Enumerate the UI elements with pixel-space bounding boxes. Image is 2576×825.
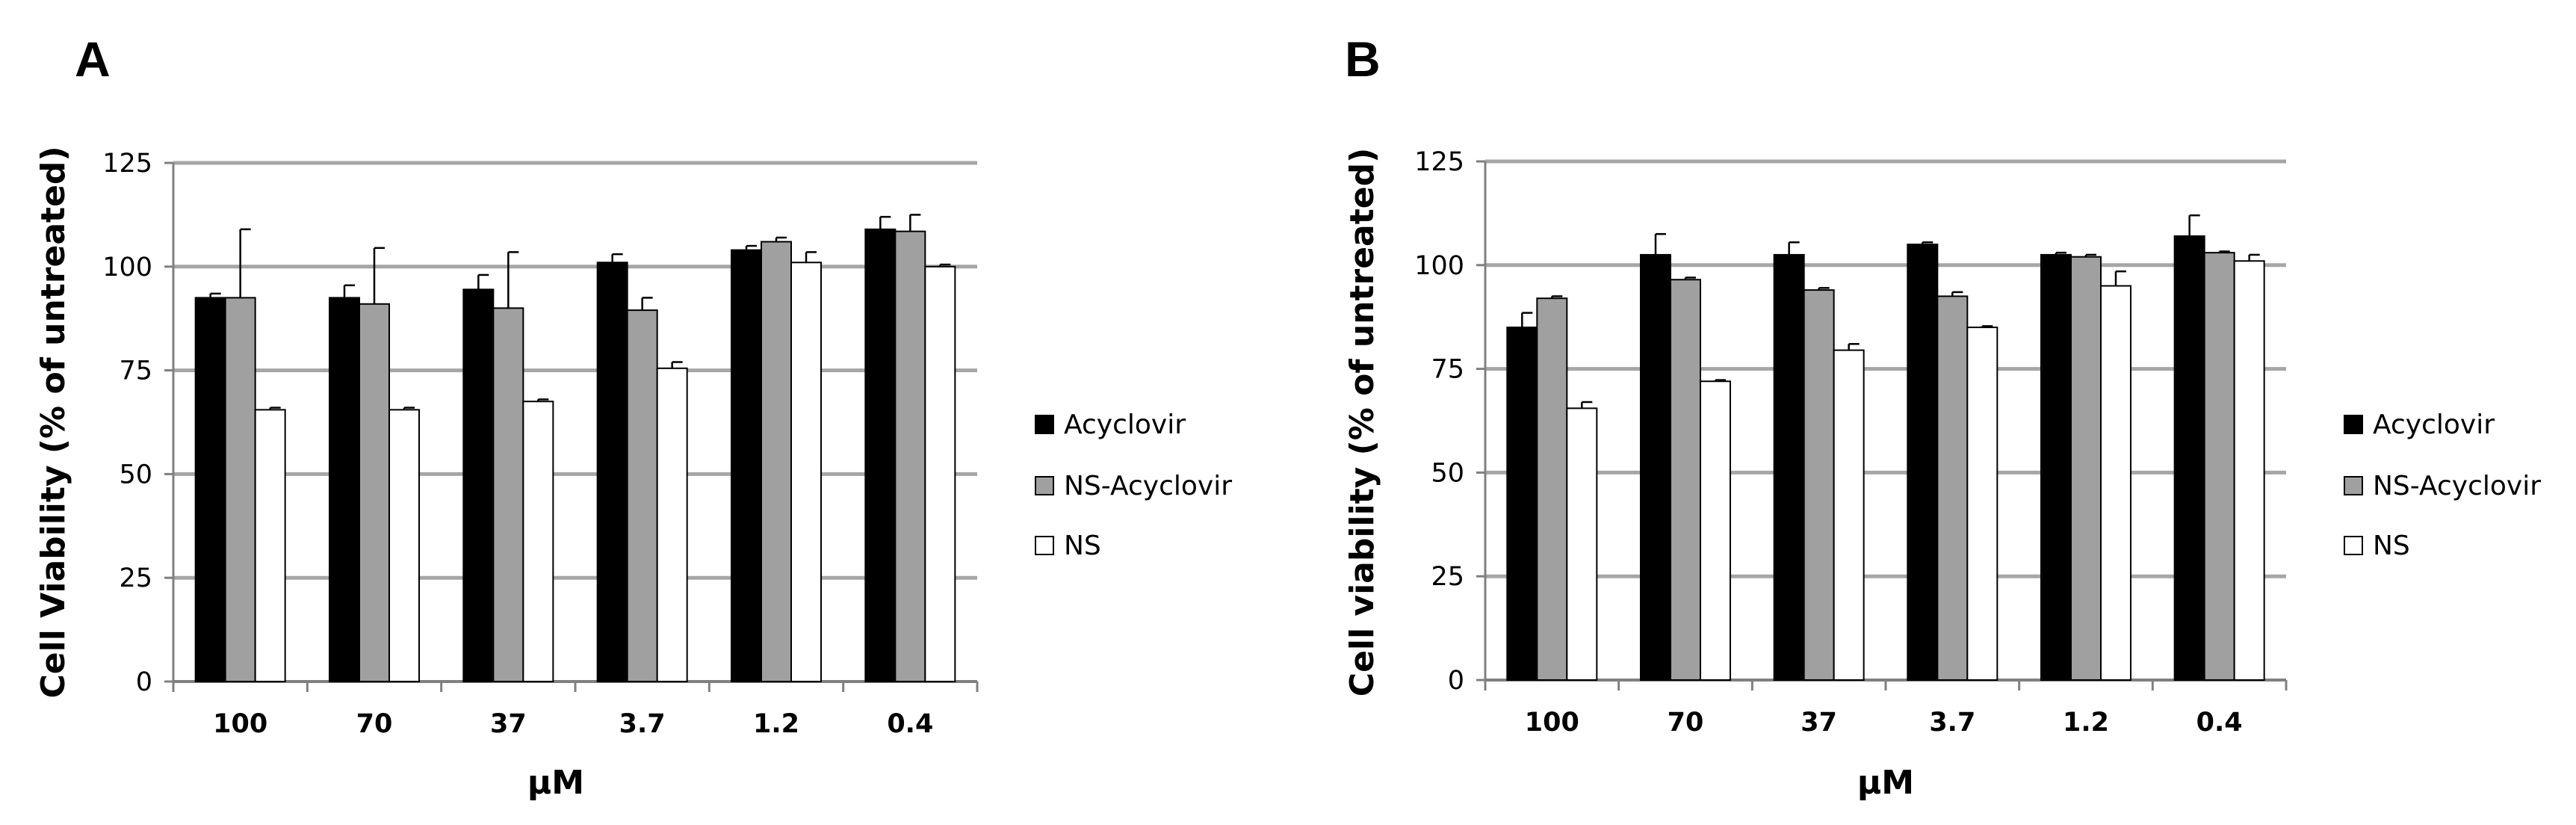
panel-a-bar-ns: [254, 409, 286, 682]
legend-swatch-ns: [1035, 536, 1054, 555]
panel-a-bar-ns: [522, 401, 554, 682]
panel-b-bar-ns: [2100, 285, 2131, 681]
panel-b-x-tick-label: 3.7: [1929, 708, 1975, 738]
panel-a-x-tick-label: 1.2: [753, 709, 799, 739]
panel-b-x-tick-label: 37: [1801, 708, 1837, 738]
panel-b-y-axis-title: Cell viability (% of untreated): [1343, 148, 1381, 696]
panel-b-bar-ns-acyclovir: [1936, 295, 1969, 681]
panel-b-bar-ns-acyclovir: [1670, 279, 1701, 681]
panel-a-bar-acyclovir: [462, 288, 495, 682]
legend-label-ns: NS: [2373, 531, 2410, 561]
panel-a-x-tick-label: 100: [213, 709, 267, 739]
panel-a-bar-ns: [656, 367, 688, 682]
panel-a-bar-acyclovir: [596, 262, 628, 682]
panel-b-bar-ns: [1833, 349, 1865, 681]
panel-b-y-tick-label: 125: [1414, 147, 1464, 177]
panel-b-bar-acyclovir: [2173, 235, 2205, 682]
panel-a-y-tick-label: 100: [102, 253, 152, 282]
panel-a-bar-acyclovir: [731, 249, 762, 683]
panel-a-y-tick-label: 50: [119, 460, 152, 489]
legend-swatch-acyclovir: [1035, 415, 1054, 434]
panel-a-bar-ns: [790, 262, 822, 682]
panel-a-y-tick-label: 75: [119, 356, 152, 386]
legend-swatch-acyclovir: [2344, 415, 2363, 434]
panel-a-bar-ns: [388, 409, 420, 682]
panel-a-x-axis-title: μM: [527, 764, 584, 802]
panel-b-y-tick-label: 25: [1431, 562, 1464, 592]
legend-label-ns: NS: [1064, 531, 1101, 561]
legend-label-acyclovir: Acyclovir: [1064, 410, 1186, 440]
panel-b-bar-acyclovir: [1907, 244, 1939, 682]
panel-b-bar-ns: [1566, 407, 1598, 681]
panel-b-x-axis-title: μM: [1857, 764, 1914, 802]
panel-b-x-tick-label: 100: [1525, 708, 1579, 738]
panel-b-y-tick-label: 0: [1448, 666, 1464, 696]
panel-a-bar-ns-acyclovir: [894, 230, 926, 683]
panel-b-y-tick-label: 50: [1431, 458, 1464, 488]
panel-a-x-tick-label: 0.4: [887, 709, 933, 739]
panel-b-label: B: [1345, 31, 1381, 87]
panel-b-bar-ns: [1966, 327, 1998, 681]
panel-b-bar-acyclovir: [1506, 327, 1538, 681]
panel-b-y-tick-label: 100: [1414, 251, 1464, 281]
panel-b-chart: B Cell viability (% of untreated) μM Acy…: [1343, 31, 2541, 802]
panel-a-bar-acyclovir: [864, 228, 897, 683]
panel-b-x-tick-label: 1.2: [2063, 708, 2109, 738]
legend-label-ns-acyclovir: NS-Acyclovir: [1064, 471, 1232, 501]
panel-b-y-tick-label: 75: [1431, 355, 1464, 385]
panel-a-bar-ns-acyclovir: [626, 309, 658, 682]
legend-label-acyclovir: Acyclovir: [2373, 410, 2495, 440]
panel-a-bar-acyclovir: [329, 297, 360, 682]
panel-b-bar-ns: [1700, 380, 1731, 681]
panel-a-x-tick-label: 3.7: [619, 709, 666, 739]
panel-a-legend: Acyclovir NS-Acyclovir NS: [1035, 410, 1232, 561]
panel-a-bar-ns-acyclovir: [492, 307, 524, 682]
panel-a-bar-ns-acyclovir: [359, 303, 390, 682]
panel-b-bar-ns-acyclovir: [1803, 289, 1835, 681]
panel-b-bar-ns-acyclovir: [1536, 297, 1568, 681]
legend-swatch-ns: [2344, 536, 2363, 555]
panel-a-bar-ns-acyclovir: [224, 297, 256, 682]
legend-swatch-ns-acyclovir: [2344, 476, 2363, 495]
panel-b-bar-acyclovir: [1773, 253, 1805, 682]
panel-b-legend: Acyclovir NS-Acyclovir NS: [2344, 410, 2541, 561]
panel-a-x-tick-label: 37: [490, 709, 527, 739]
panel-a-x-tick-label: 70: [356, 709, 393, 739]
legend-swatch-ns-acyclovir: [1035, 476, 1054, 495]
panel-a-bar-acyclovir: [194, 297, 226, 682]
panel-b-x-tick-label: 0.4: [2196, 708, 2243, 738]
panel-a-y-axis-title: Cell Viability (% of untreated): [34, 146, 72, 698]
panel-a-label: A: [75, 31, 111, 87]
legend-label-ns-acyclovir: NS-Acyclovir: [2373, 471, 2541, 501]
panel-b-bar-ns: [2233, 260, 2265, 681]
panel-a-bar-ns: [924, 265, 956, 682]
panel-a-bar-ns-acyclovir: [761, 241, 792, 683]
panel-b-bar-ns-acyclovir: [2070, 256, 2102, 682]
panel-a-y-tick-label: 0: [136, 667, 152, 697]
panel-b-bar-ns-acyclovir: [2203, 252, 2235, 682]
panel-b-x-tick-label: 70: [1668, 708, 1704, 738]
panel-b-bar-acyclovir: [2040, 253, 2072, 682]
panel-a-chart: A Cell Viability (% of untreated) μM Acy…: [34, 31, 1232, 802]
panel-b-bar-acyclovir: [1640, 253, 1671, 682]
panel-a-y-tick-label: 125: [102, 149, 152, 179]
panel-a-y-tick-label: 25: [119, 563, 152, 593]
